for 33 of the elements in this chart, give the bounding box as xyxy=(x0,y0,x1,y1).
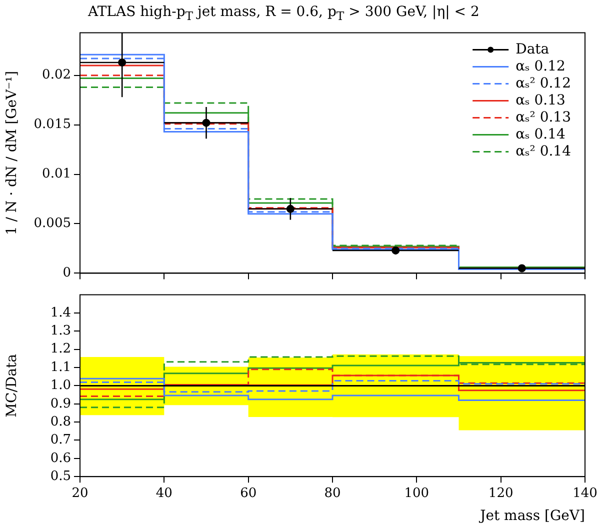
x-axis-title: Jet mass [GeV] xyxy=(478,508,585,524)
y-tick-label: 0.7 xyxy=(50,432,71,448)
y-tick-label: 0.8 xyxy=(50,414,71,430)
y-tick-label: 0.9 xyxy=(50,396,71,412)
x-tick-label: 120 xyxy=(488,486,514,501)
y-tick-label: 0.6 xyxy=(50,450,71,466)
y-tick-label: 0.01 xyxy=(42,166,71,182)
x-tick-label: 100 xyxy=(404,486,430,501)
x-tick-label: 60 xyxy=(240,486,257,501)
legend-label: αₛ² 0.13 xyxy=(516,109,571,126)
y-tick-label: 0.015 xyxy=(34,117,71,132)
y-tick-label: 0.005 xyxy=(34,216,71,232)
y-tick-label: 0.5 xyxy=(50,468,71,484)
x-tick-label: 20 xyxy=(72,486,88,501)
legend-label: αₛ 0.14 xyxy=(516,126,566,142)
x-tick-label: 40 xyxy=(156,486,172,501)
legend-label: Data xyxy=(516,41,550,58)
legend-label: αₛ 0.13 xyxy=(516,92,566,108)
x-tick-label: 80 xyxy=(324,486,341,501)
y-tick-label: 1.3 xyxy=(50,324,71,339)
y-tick-label: 1.0 xyxy=(50,378,71,394)
y-tick-label: 0.02 xyxy=(42,68,71,83)
y-tick-label: 1.2 xyxy=(50,342,71,357)
legend-label: αₛ² 0.12 xyxy=(516,75,571,92)
chart-title: ATLAS high-p$_{T}$ jet mass, R = 0.6, p$_{T}$ > 300 GeV, |η| < 2 xyxy=(86,3,480,23)
legend-label: αₛ 0.12 xyxy=(516,58,566,74)
y-axis-title: 1 / N · dN / dM [GeV⁻¹] xyxy=(4,70,20,236)
x-tick-label: 140 xyxy=(572,486,598,501)
y-axis-title: MC/Data xyxy=(4,354,20,418)
legend-label: αₛ² 0.14 xyxy=(516,143,572,160)
y-tick-label: 1.4 xyxy=(50,305,71,320)
y-tick-label: 0 xyxy=(62,266,71,281)
y-tick-label: 1.1 xyxy=(50,360,71,375)
